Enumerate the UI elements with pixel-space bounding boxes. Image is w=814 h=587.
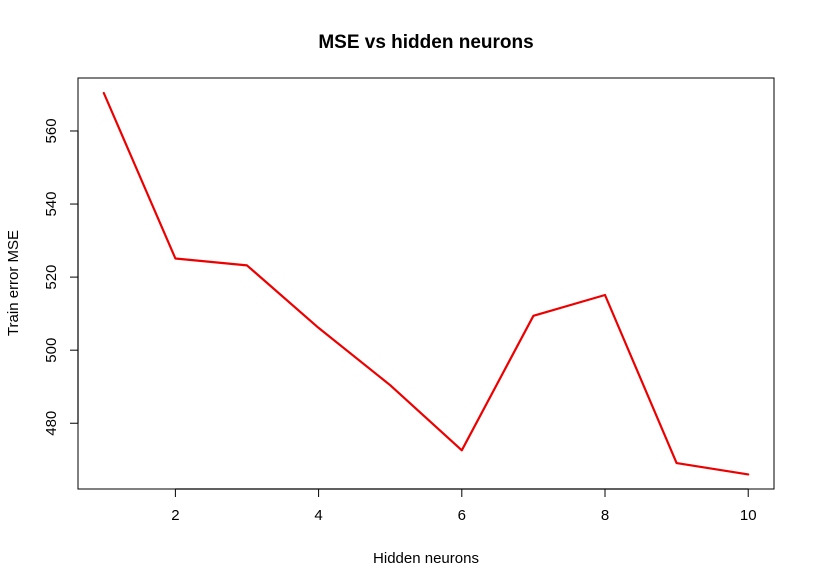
chart-title: MSE vs hidden neurons [318,32,533,53]
series-layer [102,91,750,476]
y-tick-label: 520 [43,265,60,290]
y-tick-label: 540 [43,192,60,217]
x-axis-label: Hidden neurons [373,550,479,567]
x-tick-label: 4 [314,507,322,524]
plot-frame [77,77,775,490]
y-tick-label: 480 [43,411,60,436]
y-tick-label: 500 [43,338,60,363]
y-tick-label: 560 [43,118,60,143]
y-axis: 480 500 520 540 560 [43,118,79,436]
series-line [102,91,750,476]
x-tick-label: 6 [458,507,466,524]
x-tick-label: 2 [171,507,179,524]
x-axis: 2 4 6 8 10 [171,488,757,524]
y-axis-label: Train error MSE [5,230,22,336]
x-tick-label: 10 [740,507,757,524]
x-tick-label: 8 [601,507,609,524]
